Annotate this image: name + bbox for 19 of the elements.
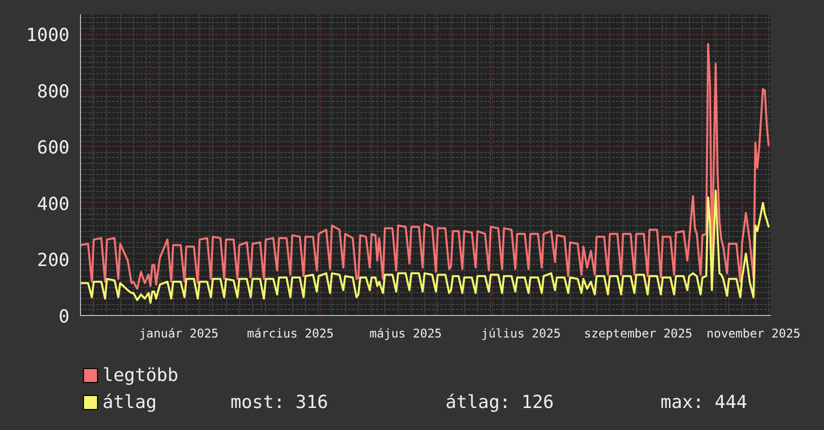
y-tick-label: 0 <box>58 306 70 328</box>
line-series <box>80 190 770 304</box>
x-tick-label: november 2025 <box>706 326 800 340</box>
text: max: 444 <box>660 392 748 413</box>
y-tick-label: 400 <box>36 194 70 215</box>
y-tick-label: 600 <box>36 138 70 159</box>
x-tick-label: január 2025 <box>139 326 219 340</box>
x-tick-label: március 2025 <box>246 326 334 340</box>
text: most: 316 <box>230 392 328 413</box>
legend-label: átlag <box>102 392 157 413</box>
x-tick-label: május 2025 <box>370 326 442 340</box>
y-tick-label: 200 <box>36 250 70 272</box>
y-tick-label: 800 <box>36 81 70 102</box>
x-tick-label: szeptember 2025 <box>584 326 692 340</box>
x-tick-label: július 2025 <box>481 326 561 340</box>
y-tick-label: 1000 <box>26 25 70 46</box>
text: átlag: 126 <box>446 392 554 413</box>
legend-label: legtöbb <box>102 365 178 386</box>
line-series <box>80 43 770 290</box>
